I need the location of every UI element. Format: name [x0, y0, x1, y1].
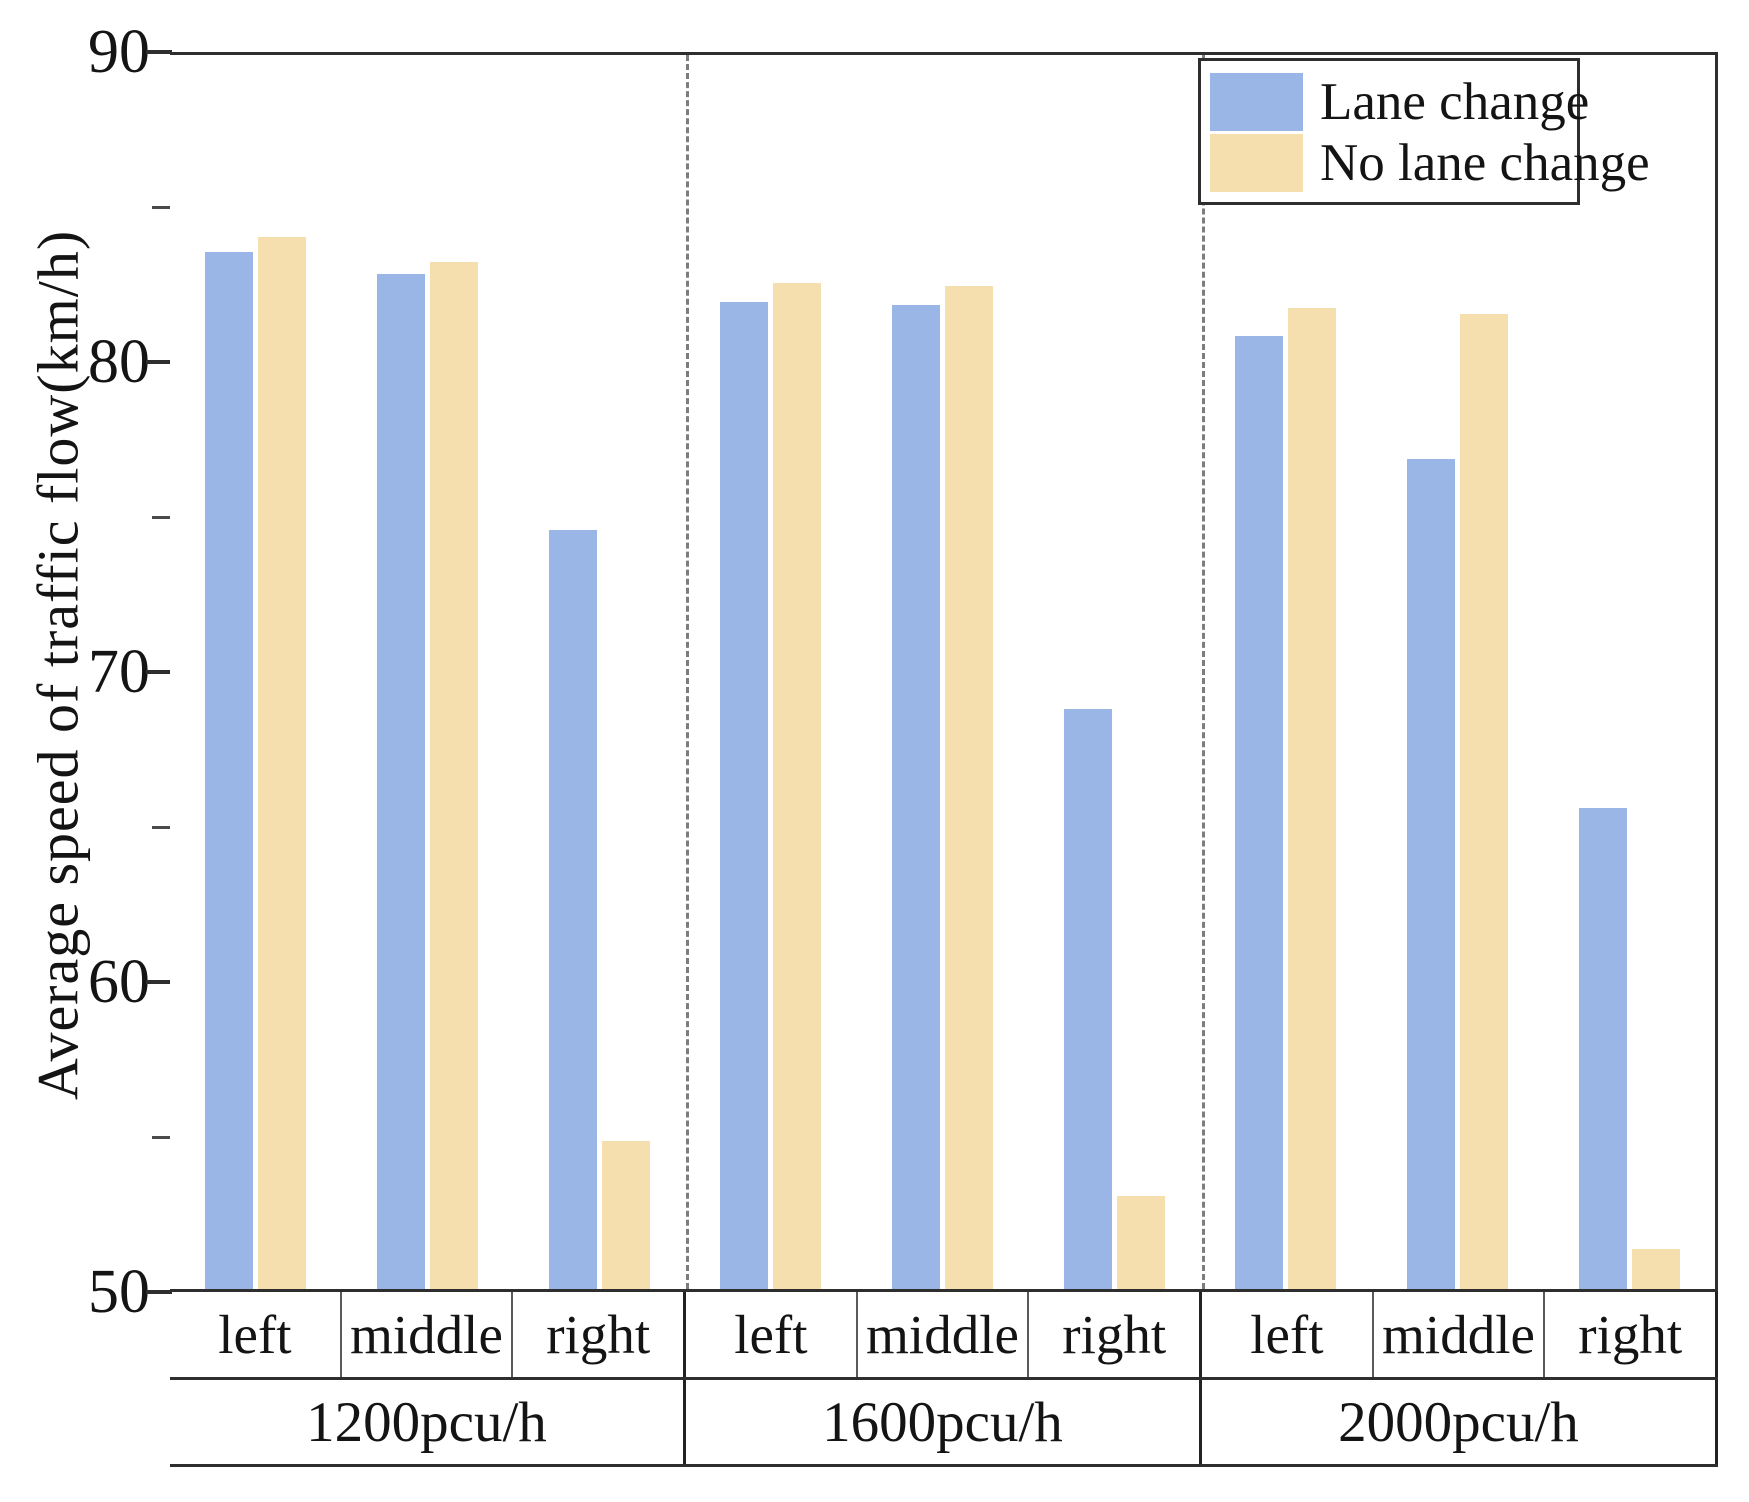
lane-cell — [857, 55, 1029, 1289]
bar-no-lane-change — [601, 1140, 650, 1289]
x-axis-table: left middle right left middle right left… — [170, 1292, 1719, 1467]
plot-area — [170, 52, 1718, 1292]
y-axis-minor-tick — [152, 1136, 170, 1139]
flow-group-label: 2000pcu/h — [1202, 1380, 1718, 1464]
lane-label: right — [513, 1292, 687, 1377]
bar-no-lane-change — [945, 286, 993, 1289]
lane-cell — [1028, 55, 1200, 1289]
legend-entry-lane-change: Lane change — [1210, 71, 1589, 133]
y-axis-major-tick — [146, 1290, 172, 1294]
group-separator-dashed — [686, 55, 689, 1289]
lane-label-row: left middle right left middle right left… — [170, 1292, 1719, 1380]
y-axis-major-tick — [146, 980, 172, 984]
bar-lane-change — [1063, 709, 1112, 1289]
bar-group — [685, 55, 1200, 1289]
bar-group — [170, 55, 685, 1289]
bar-no-lane-change — [430, 261, 478, 1289]
legend: Lane change No lane change — [1198, 58, 1650, 205]
y-axis-minor-tick — [152, 206, 170, 209]
lane-cell — [513, 55, 685, 1289]
lane-cell — [1372, 55, 1544, 1289]
legend-label: No lane change — [1320, 134, 1650, 193]
legend-label: Lane change — [1320, 72, 1590, 131]
lane-label: middle — [1374, 1292, 1546, 1377]
lane-label: middle — [858, 1292, 1030, 1377]
y-tick-label: 60 — [88, 948, 150, 1016]
y-axis-major-tick — [146, 670, 172, 674]
bar-lane-change — [1235, 335, 1284, 1289]
y-axis-minor-tick — [152, 826, 170, 829]
y-axis-major-tick — [146, 360, 172, 364]
lane-cell — [1543, 55, 1715, 1289]
legend-swatch-lane-change — [1210, 72, 1303, 131]
lane-label: left — [1202, 1292, 1374, 1377]
bar-lane-change — [892, 304, 940, 1289]
bar-no-lane-change — [1460, 314, 1508, 1289]
y-tick-label: 50 — [88, 1258, 150, 1326]
bar-lane-change — [1407, 459, 1455, 1289]
bar-lane-change — [377, 274, 425, 1289]
y-tick-label: 90 — [88, 18, 150, 86]
bar-no-lane-change — [258, 237, 307, 1289]
legend-entry-no-lane-change: No lane change — [1210, 133, 1650, 195]
bar-lane-change — [548, 530, 597, 1289]
bar-no-lane-change — [1631, 1248, 1680, 1289]
lane-cell — [685, 55, 857, 1289]
legend-swatch-no-lane-change — [1210, 134, 1303, 193]
y-tick-label: 70 — [88, 638, 150, 706]
flow-group-label: 1200pcu/h — [170, 1380, 686, 1464]
y-axis-major-tick — [146, 50, 172, 54]
group-separator-dashed — [1202, 55, 1205, 1289]
bar-no-lane-change — [773, 283, 822, 1289]
flow-label-row: 1200pcu/h 1600pcu/h 2000pcu/h — [170, 1380, 1718, 1467]
bar-lane-change — [720, 301, 769, 1289]
y-tick-label: 80 — [88, 328, 150, 396]
lane-label: left — [170, 1292, 342, 1377]
lane-label: middle — [342, 1292, 514, 1377]
bar-no-lane-change — [1288, 307, 1337, 1289]
lane-cell — [342, 55, 514, 1289]
flow-group-label: 1600pcu/h — [686, 1380, 1202, 1464]
lane-label: right — [1545, 1292, 1719, 1377]
lane-cell — [170, 55, 342, 1289]
bar-group — [1200, 55, 1715, 1289]
y-axis-minor-tick — [152, 516, 170, 519]
bar-no-lane-change — [1116, 1196, 1165, 1289]
bar-lane-change — [1578, 807, 1627, 1289]
bar-lane-change — [205, 252, 254, 1289]
bar-groups — [170, 55, 1715, 1289]
lane-label: right — [1029, 1292, 1203, 1377]
lane-cell — [1200, 55, 1372, 1289]
lane-label: left — [686, 1292, 858, 1377]
